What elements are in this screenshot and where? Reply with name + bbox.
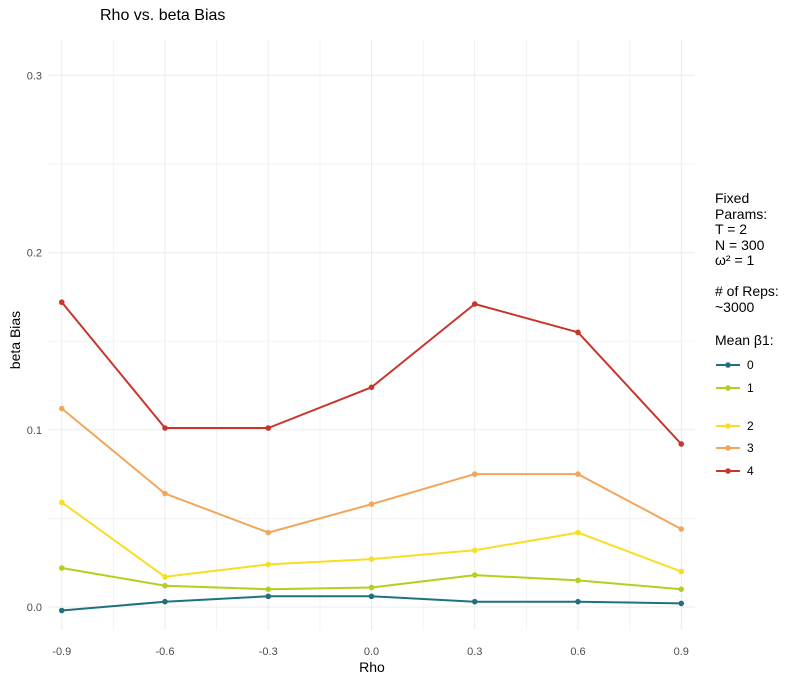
legend-label-1: 1 [747,381,754,395]
data-point [265,593,272,600]
data-point [162,425,168,431]
legend-key-4 [713,464,743,478]
data-point [471,301,478,307]
x-axis-label-wrap: Rho [0,659,798,675]
data-point [678,441,685,447]
grid [48,40,695,630]
data-point [265,586,272,593]
data-point [368,501,375,508]
legend-label-3: 3 [747,441,754,455]
y-tick-label: 0.2 [27,248,42,260]
data-point [368,593,375,600]
y-tick-label: 0.3 [27,70,42,82]
data-point [162,490,168,497]
data-point [58,499,65,506]
data-point [575,577,581,584]
data-point [265,529,272,536]
x-tick-label: 0.3 [467,646,482,658]
series-0 [58,593,685,614]
series-3 [58,405,685,536]
data-point [678,568,685,575]
legend-label-4: 4 [747,464,754,478]
data-point [575,471,581,477]
data-point [58,607,65,614]
legend-key-1 [713,381,743,395]
data-point [162,598,168,605]
series-group [58,299,685,614]
data-point [678,600,685,607]
data-point [58,299,65,306]
legend-key-2 [713,419,743,433]
data-point [575,329,581,336]
legend-key-0 [713,358,743,372]
data-point [678,586,685,593]
axis-ticks: -0.9 -0.6 -0.3 0.0 0.3 0.6 0.9 0.0 0.1 0.2 0.3 [27,70,689,658]
x-tick-label: -0.3 [259,646,278,658]
x-tick-label: -0.9 [52,646,71,658]
x-tick-label: 0.9 [674,646,689,658]
data-point [471,598,478,605]
series-4 [58,299,685,447]
data-point [368,584,375,591]
y-tick-label: 0.0 [27,602,42,614]
x-tick-label: -0.6 [156,646,175,658]
legend-title: Mean β1: [715,332,774,348]
legend-label-2: 2 [747,419,754,433]
data-point [368,384,375,391]
x-tick-label: 0.0 [364,646,379,658]
series-1 [58,565,685,593]
data-point [162,574,168,580]
data-point [368,556,375,562]
data-point [265,561,272,568]
y-axis-label: beta Bias [7,310,23,370]
data-point [575,529,581,536]
legend-key-3 [713,441,743,455]
y-tick-label: 0.1 [27,425,42,437]
data-point [58,405,65,412]
data-point [471,471,478,477]
data-point [471,572,478,578]
legend-label-0: 0 [747,358,754,372]
data-point [575,598,581,605]
x-tick-label: 0.6 [570,646,585,658]
data-point [58,565,65,571]
legend-fixed-params: Fixed Params: T = 2 N = 300 ω² = 1 # of … [715,190,779,315]
data-point [471,547,478,554]
data-point [265,425,272,431]
data-point [678,526,685,532]
x-axis-label: Rho [359,659,385,675]
series-2 [58,499,685,580]
chart-title: Rho vs. beta Bias [100,7,226,24]
data-point [162,582,168,589]
